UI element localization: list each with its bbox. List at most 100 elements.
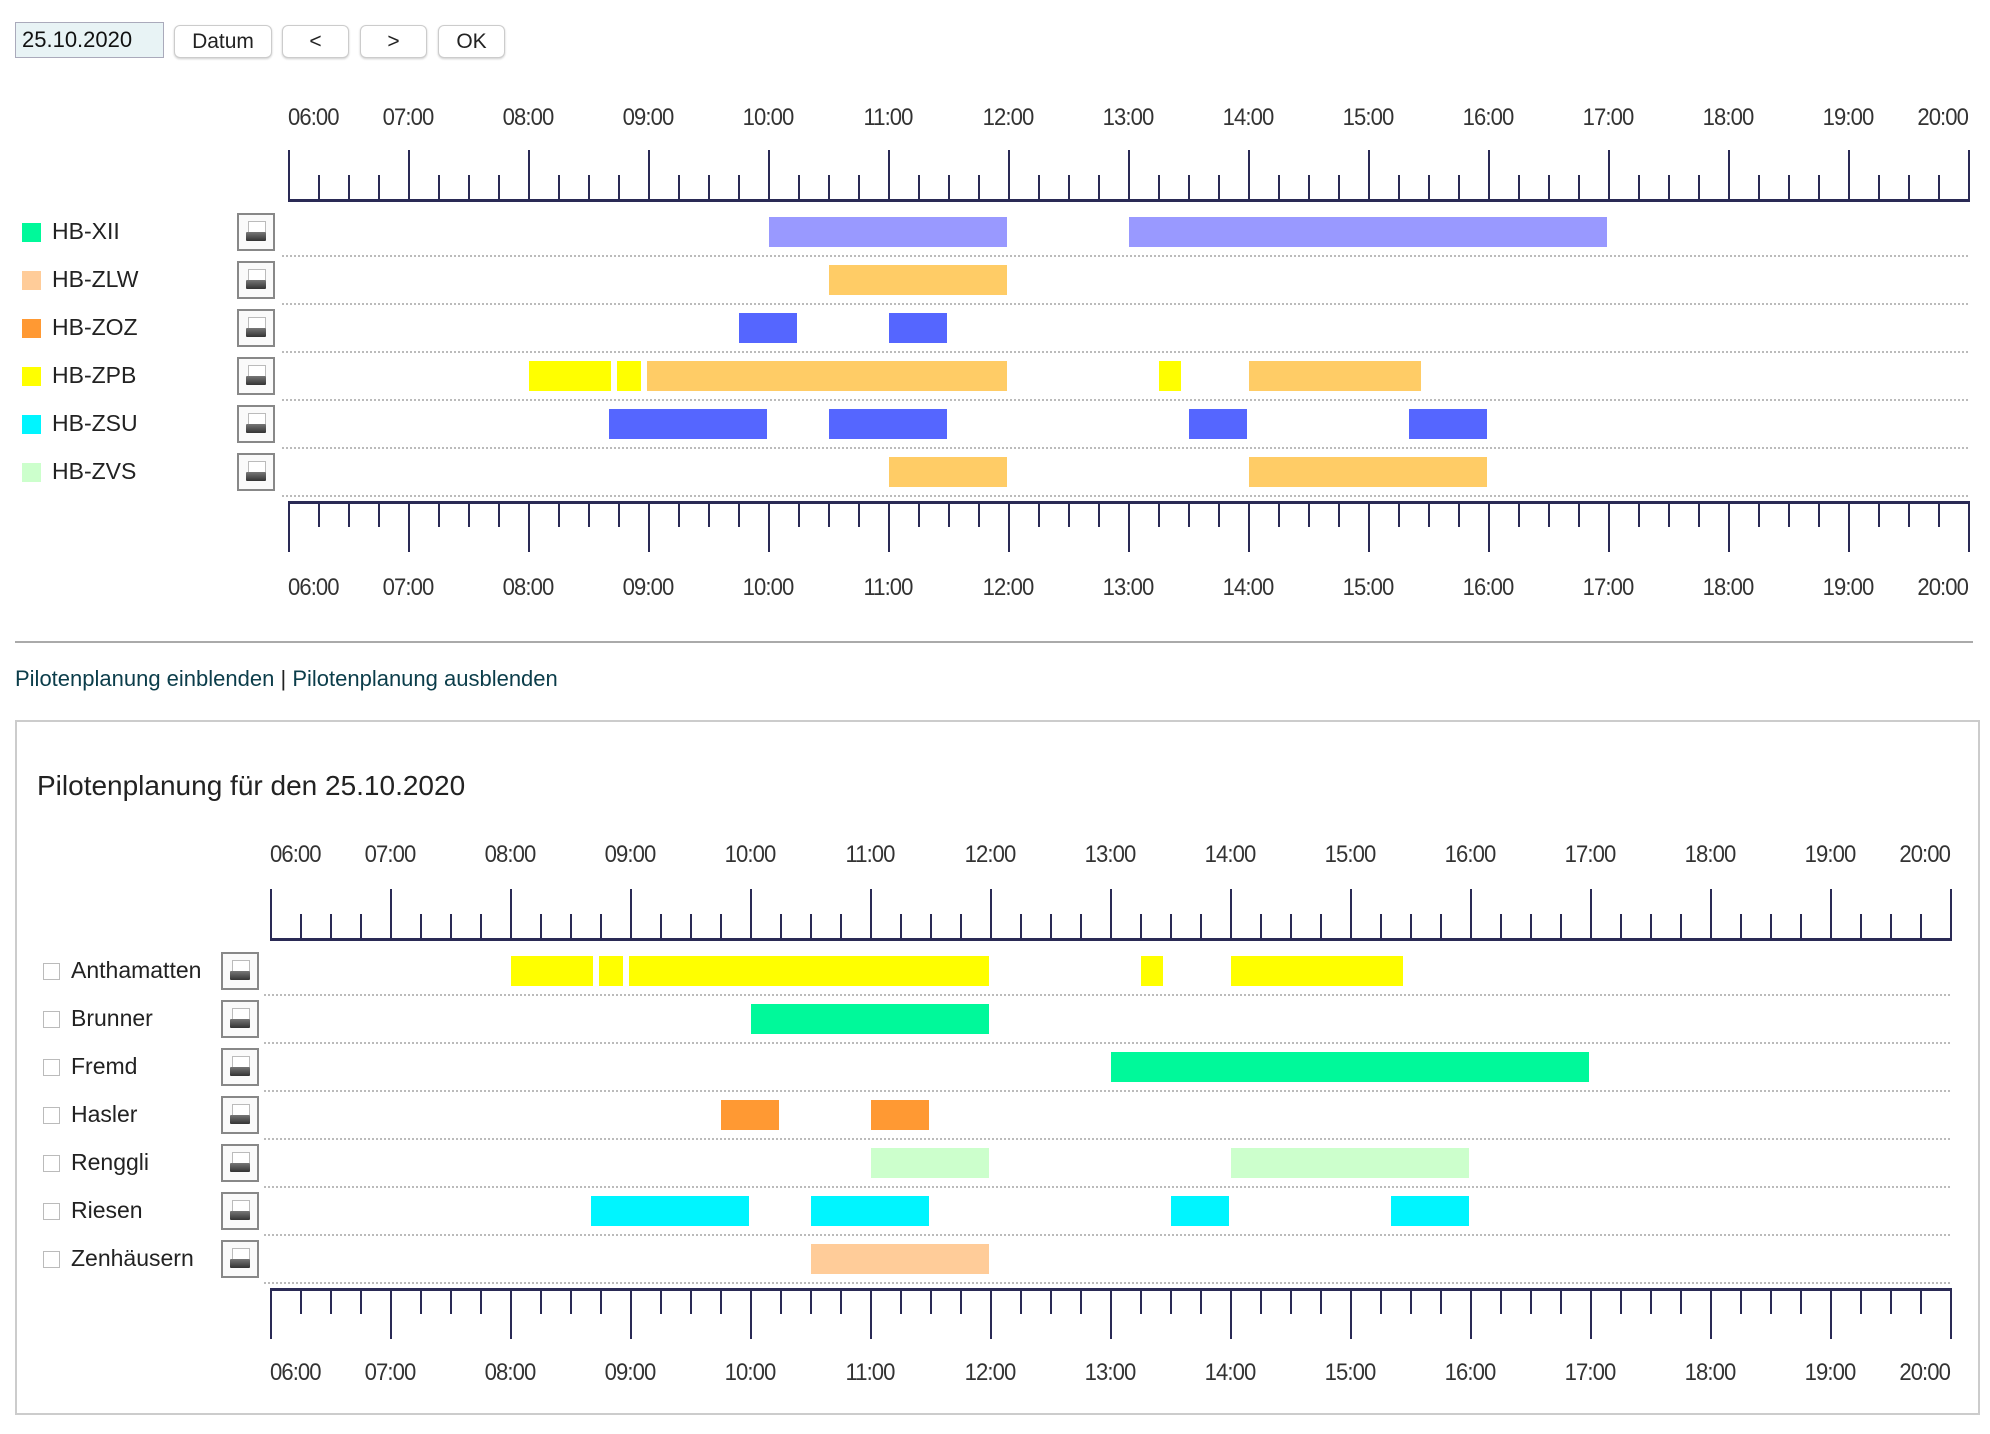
aircraft-booking-bar[interactable] [889, 313, 947, 343]
pilot-booking-bar[interactable] [591, 1196, 749, 1226]
pilot-bottom-hour-tick [990, 1289, 992, 1339]
aircraft-booking-bar[interactable] [739, 313, 797, 343]
bottom-quarter-tick [828, 502, 830, 527]
ok-button[interactable]: OK [438, 25, 505, 58]
aircraft-booking-bar[interactable] [829, 265, 1007, 295]
pilot-top-hour-tick [1710, 889, 1712, 939]
bottom-quarter-tick [1668, 502, 1670, 527]
bottom-time-label: 19:00 [1822, 574, 1875, 601]
pilot-booking-bar[interactable] [1111, 1052, 1589, 1082]
pilot-checkbox[interactable] [43, 963, 60, 980]
pilot-bottom-quarter-tick [1380, 1289, 1382, 1314]
print-icon[interactable] [221, 1048, 259, 1086]
pilot-top-quarter-tick [1440, 914, 1442, 939]
top-quarter-tick [618, 175, 620, 200]
print-icon[interactable] [221, 1192, 259, 1230]
show-pilot-planning-link[interactable]: Pilotenplanung einblenden [15, 666, 275, 691]
top-quarter-tick [798, 175, 800, 200]
pilot-booking-bar[interactable] [811, 1244, 989, 1274]
aircraft-booking-bar[interactable] [1129, 217, 1607, 247]
pilot-top-quarter-tick [330, 914, 332, 939]
pilot-top-time-label: 06:00 [270, 841, 322, 868]
pilot-row-label: Fremd [71, 1053, 138, 1079]
pilot-top-time-label: 18:00 [1684, 841, 1737, 868]
aircraft-booking-bar[interactable] [769, 217, 1007, 247]
pilot-bottom-hour-tick [870, 1289, 872, 1339]
pilot-booking-bar[interactable] [871, 1100, 929, 1130]
print-icon[interactable] [221, 1000, 259, 1038]
top-time-label: 19:00 [1822, 104, 1875, 131]
top-time-label: 17:00 [1582, 104, 1635, 131]
pilot-booking-bar[interactable] [1231, 956, 1403, 986]
aircraft-booking-bar[interactable] [1189, 409, 1247, 439]
aircraft-row-label: HB-ZVS [52, 458, 137, 484]
pilot-booking-bar[interactable] [599, 956, 623, 986]
aircraft-booking-bar[interactable] [609, 409, 767, 439]
pilot-booking-bar[interactable] [1231, 1148, 1469, 1178]
print-icon[interactable] [221, 1144, 259, 1182]
pilot-checkbox[interactable] [43, 1011, 60, 1028]
print-icon[interactable] [221, 1096, 259, 1134]
top-time-label: 11:00 [863, 104, 913, 131]
print-icon[interactable] [221, 1240, 259, 1278]
pilot-bottom-hour-tick [1830, 1289, 1832, 1339]
bottom-hour-tick [408, 502, 410, 552]
pilot-checkbox[interactable] [43, 1107, 60, 1124]
top-time-label: 12:00 [982, 104, 1035, 131]
pilot-checkbox[interactable] [43, 1251, 60, 1268]
pilot-bottom-time-label: 15:00 [1324, 1359, 1377, 1386]
date-input[interactable] [15, 22, 164, 58]
aircraft-booking-bar[interactable] [829, 409, 947, 439]
pilot-booking-bar[interactable] [751, 1004, 989, 1034]
datum-button[interactable]: Datum [174, 25, 272, 58]
bottom-hour-tick [1848, 502, 1850, 552]
print-icon[interactable] [237, 405, 275, 443]
print-icon[interactable] [237, 453, 275, 491]
previous-day-button[interactable]: < [282, 25, 349, 58]
bottom-time-label: 20:00 [1917, 574, 1969, 601]
aircraft-booking-bar[interactable] [617, 361, 641, 391]
aircraft-booking-bar[interactable] [889, 457, 1007, 487]
pilot-row-label: Riesen [71, 1197, 143, 1223]
aircraft-booking-bar[interactable] [529, 361, 611, 391]
top-quarter-tick [1428, 175, 1430, 200]
pilot-booking-bar[interactable] [1171, 1196, 1229, 1226]
pilot-booking-bar[interactable] [511, 956, 593, 986]
bottom-quarter-tick [1818, 502, 1820, 527]
print-icon[interactable] [221, 952, 259, 990]
pilot-checkbox[interactable] [43, 1059, 60, 1076]
aircraft-booking-bar[interactable] [1249, 457, 1487, 487]
top-time-label: 16:00 [1462, 104, 1515, 131]
print-icon[interactable] [237, 357, 275, 395]
pilot-booking-bar[interactable] [811, 1196, 929, 1226]
pilot-checkbox[interactable] [43, 1203, 60, 1220]
aircraft-booking-bar[interactable] [1249, 361, 1421, 391]
hide-pilot-planning-link[interactable]: Pilotenplanung ausblenden [292, 666, 558, 691]
print-icon[interactable] [237, 261, 275, 299]
pilot-bottom-time-label: 13:00 [1084, 1359, 1137, 1386]
pilot-booking-bar[interactable] [1141, 956, 1163, 986]
pilot-booking-bar[interactable] [629, 956, 989, 986]
next-day-button[interactable]: > [360, 25, 427, 58]
bottom-hour-tick [288, 502, 290, 552]
legend-color-swatch [22, 223, 41, 242]
pilot-booking-bar[interactable] [721, 1100, 779, 1130]
aircraft-booking-bar[interactable] [1409, 409, 1487, 439]
aircraft-booking-bar[interactable] [647, 361, 1007, 391]
print-icon[interactable] [237, 213, 275, 251]
pilot-bottom-quarter-tick [660, 1289, 662, 1314]
pilot-booking-bar[interactable] [1391, 1196, 1469, 1226]
pilot-checkbox[interactable] [43, 1155, 60, 1172]
top-quarter-tick [1188, 175, 1190, 200]
top-quarter-tick [1038, 175, 1040, 200]
aircraft-row-label: HB-ZOZ [52, 314, 138, 340]
print-icon[interactable] [237, 309, 275, 347]
legend-color-swatch [22, 271, 41, 290]
pilot-top-quarter-tick [780, 914, 782, 939]
aircraft-booking-bar[interactable] [1159, 361, 1181, 391]
pilot-top-quarter-tick [1020, 914, 1022, 939]
row-separator [264, 1282, 1950, 1284]
pilot-booking-bar[interactable] [871, 1148, 989, 1178]
top-quarter-tick [1098, 175, 1100, 200]
pilot-bottom-hour-tick [1710, 1289, 1712, 1339]
